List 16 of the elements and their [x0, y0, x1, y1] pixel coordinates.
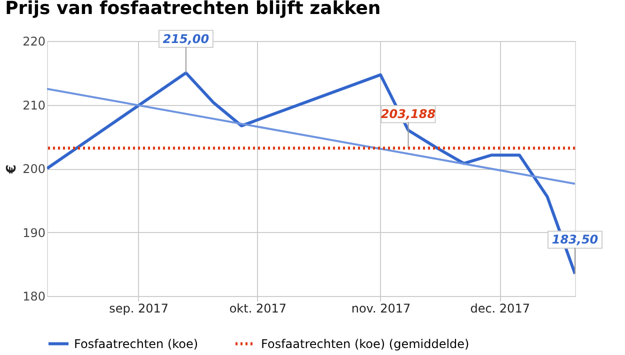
- chart-title: Prijs van fosfaatrechten blijft zakken: [5, 0, 381, 19]
- x-tick-label: nov. 2017: [351, 302, 411, 316]
- annotation: 183,50: [552, 232, 598, 247]
- annotation: 203,188: [380, 107, 436, 122]
- annotation: 215,00: [162, 32, 210, 46]
- legend-label: Fosfaatrechten (koe): [74, 336, 198, 351]
- x-tick-label: okt. 2017: [229, 302, 286, 316]
- y-tick-label: 220: [22, 34, 46, 48]
- y-tick-label: 180: [22, 290, 46, 304]
- legend-label: Fosfaatrechten (koe) (gemiddelde): [261, 336, 470, 351]
- y-axis-title: €: [4, 164, 20, 175]
- y-tick-label: 200: [22, 162, 46, 176]
- x-tick-label: dec. 2017: [470, 302, 530, 316]
- y-tick-label: 210: [22, 98, 46, 112]
- y-tick-label: 190: [22, 226, 46, 240]
- x-tick-label: sep. 2017: [109, 302, 169, 316]
